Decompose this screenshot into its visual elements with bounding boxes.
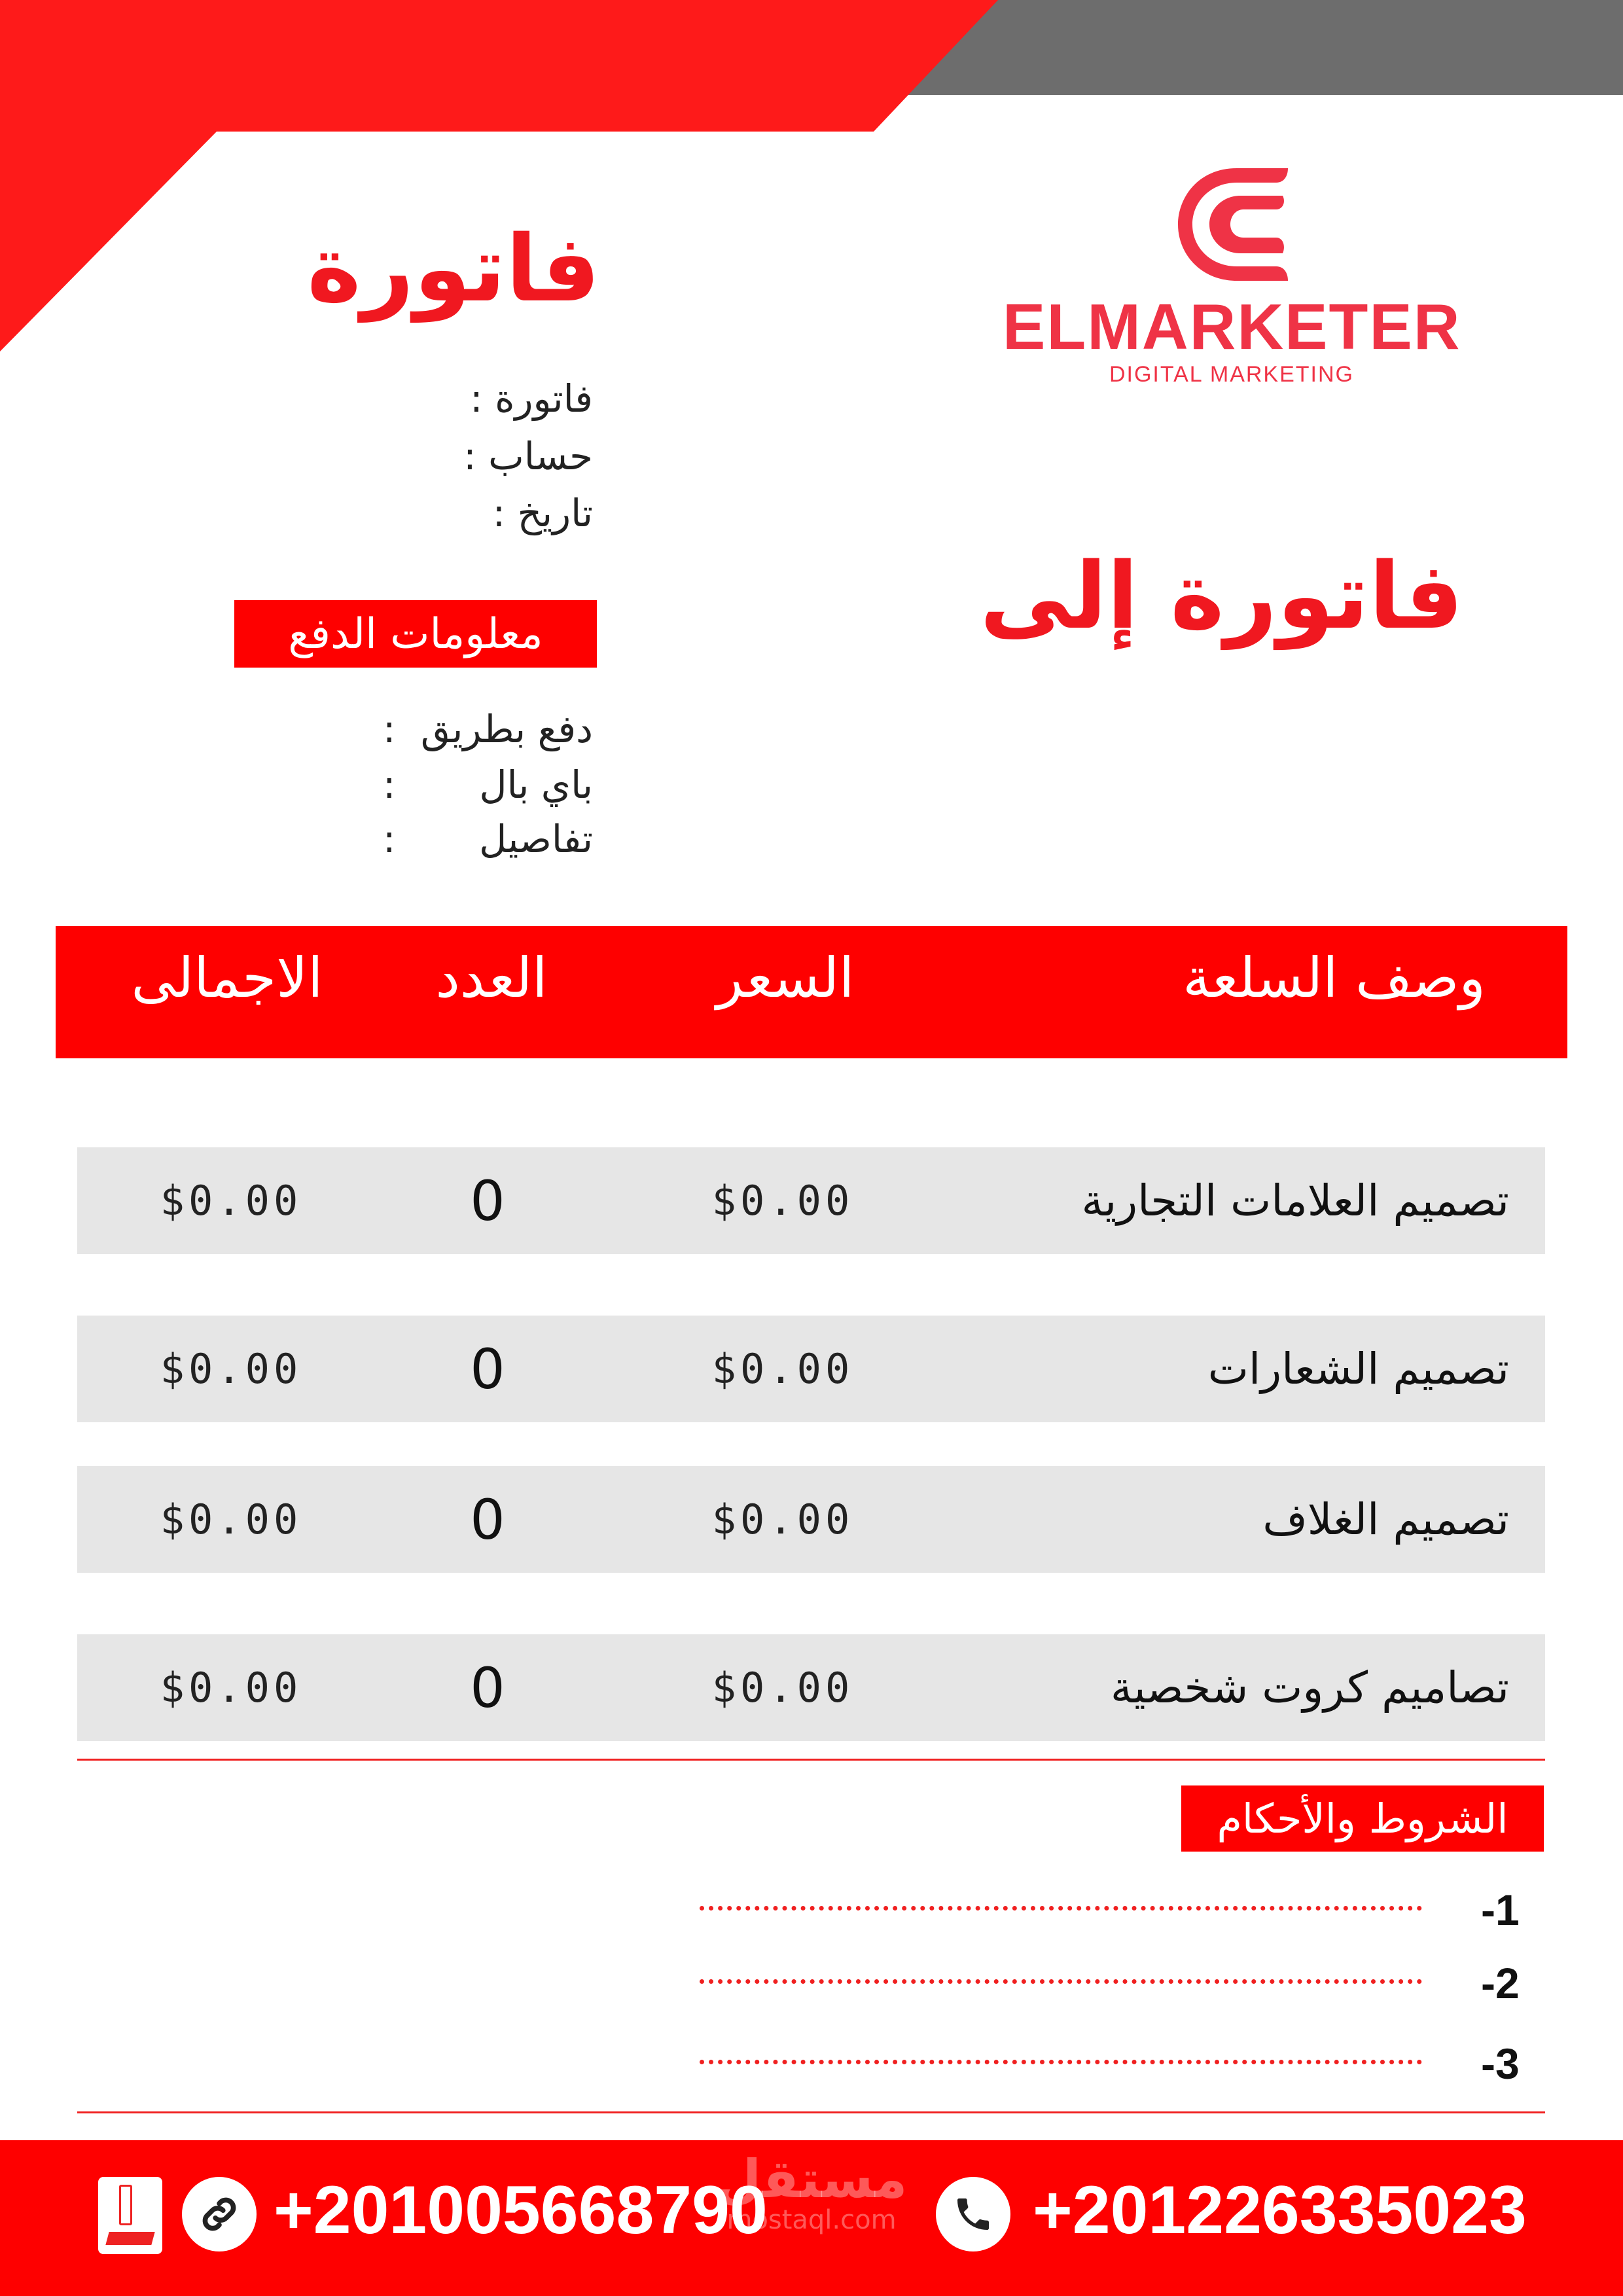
payment-details-label: تفاصيل — [479, 817, 593, 861]
table-row: تصميم العلامات التجارية $0.00 0 $0.00 — [77, 1147, 1545, 1254]
header-total: الاجمالى — [131, 946, 323, 1010]
item-qty: 0 — [470, 1487, 505, 1552]
item-price: $0.00 — [711, 1496, 854, 1543]
app-icon — [98, 2177, 162, 2254]
divider — [77, 2111, 1545, 2113]
item-total: $0.00 — [160, 1345, 302, 1393]
payment-details-sep: : — [383, 817, 396, 861]
term-line — [700, 2060, 1422, 2064]
item-description: تصميم العلامات التجارية — [1081, 1175, 1509, 1226]
item-qty: 0 — [470, 1655, 505, 1720]
payment-info-heading: معلومات الدفع — [234, 600, 597, 668]
footer — [0, 2140, 1623, 2296]
table-header — [56, 926, 1567, 1058]
payment-method-sep: : — [383, 707, 396, 751]
invoice-to-title: فاتورة إلى — [980, 543, 1463, 650]
item-description: تصميم الغلاف — [1262, 1494, 1509, 1545]
item-description: تصاميم كروت شخصية — [1110, 1662, 1509, 1713]
phone-icon — [936, 2177, 1010, 2251]
term-number: -1 — [1481, 1886, 1520, 1934]
table-row: تصميم الشعارات $0.00 0 $0.00 — [77, 1316, 1545, 1422]
company-logo: ELMARKETER DIGITAL MARKETING — [1003, 166, 1461, 391]
payment-paypal-sep: : — [383, 762, 396, 807]
header-qty: العدد — [435, 946, 548, 1010]
item-qty: 0 — [470, 1168, 505, 1233]
table-row: تصميم الغلاف $0.00 0 $0.00 — [77, 1466, 1545, 1573]
item-total: $0.00 — [160, 1664, 302, 1712]
item-price: $0.00 — [711, 1177, 854, 1225]
terms-heading: الشروط والأحكام — [1181, 1785, 1544, 1852]
payment-paypal-label: باي بال — [479, 762, 593, 807]
item-price: $0.00 — [711, 1345, 854, 1393]
item-total: $0.00 — [160, 1496, 302, 1543]
logo-e-mark — [1178, 168, 1288, 281]
divider — [77, 1759, 1545, 1761]
payment-method-label: دفع بطريق — [420, 707, 593, 751]
phone-number-1[interactable]: +201226335023 — [1033, 2172, 1527, 2248]
item-total: $0.00 — [160, 1177, 302, 1225]
table-row: تصاميم كروت شخصية $0.00 0 $0.00 — [77, 1634, 1545, 1741]
item-qty: 0 — [470, 1336, 505, 1401]
header-price: السعر — [716, 946, 855, 1010]
logo-brand-text: ELMARKETER — [1003, 291, 1461, 363]
item-description: تصميم الشعارات — [1207, 1344, 1509, 1394]
term-line — [700, 1979, 1422, 1984]
top-gray-band — [903, 0, 1623, 95]
top-red-shape — [0, 0, 998, 351]
term-number: -3 — [1481, 2039, 1520, 2088]
logo-tagline: DIGITAL MARKETING — [1109, 362, 1355, 387]
invoice-title: فاتورة — [307, 216, 600, 323]
header-description: وصف السلعة — [1183, 946, 1486, 1010]
item-price: $0.00 — [711, 1664, 854, 1712]
term-line — [700, 1906, 1422, 1910]
watermark-logo: مستقل mostaql.com — [715, 2149, 908, 2235]
term-number: -2 — [1481, 1959, 1520, 2007]
phone-number-2[interactable]: +201005668790 — [274, 2172, 768, 2248]
info-invoice-number: فاتورة : — [470, 376, 593, 421]
info-account: حساب : — [463, 434, 593, 478]
info-date: تاريخ : — [492, 491, 593, 535]
link-icon — [182, 2177, 257, 2251]
